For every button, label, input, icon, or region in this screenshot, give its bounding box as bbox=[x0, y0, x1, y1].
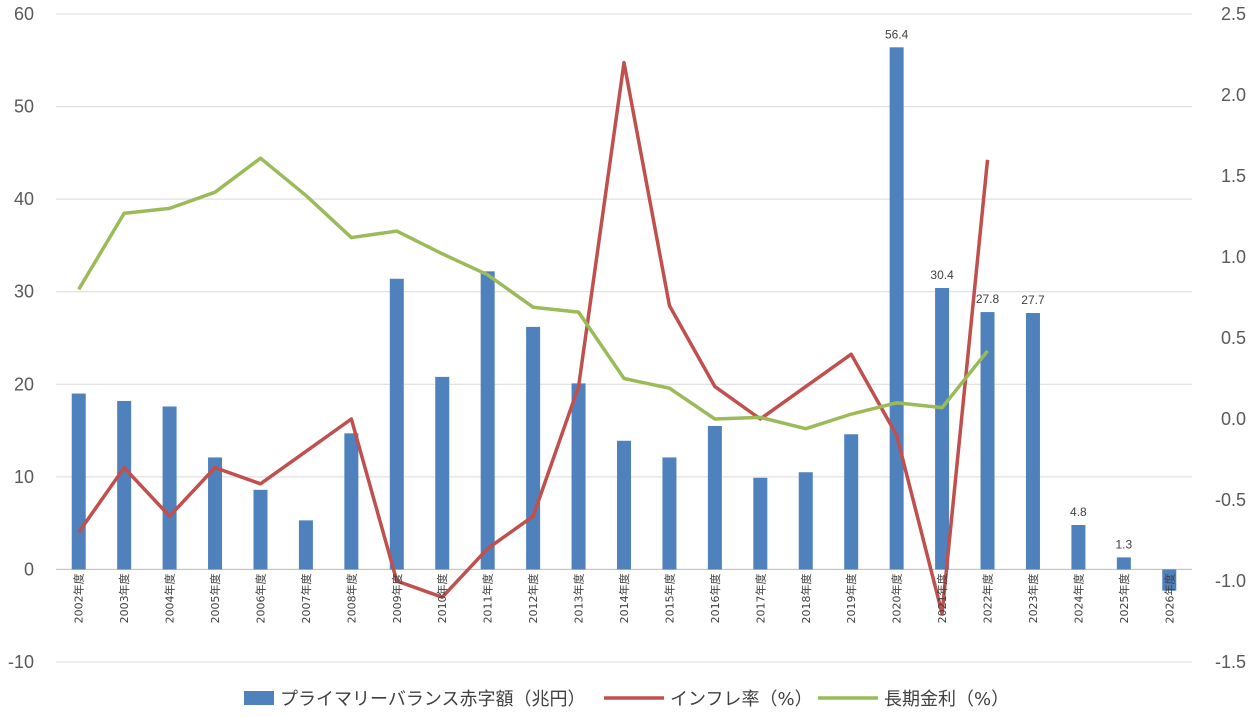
bar-2012年度 bbox=[526, 326, 541, 570]
left-axis: 60 50 40 30 20 10 0 -10 bbox=[8, 4, 34, 672]
x-tick-label: 2013年度 bbox=[572, 573, 586, 623]
x-tick-label: 2008年度 bbox=[344, 573, 358, 623]
right-tick-label: -0.5 bbox=[1215, 490, 1246, 510]
x-tick-label: 2014年度 bbox=[617, 573, 631, 623]
data-label: 27.8 bbox=[976, 292, 1000, 306]
bar-2006年度 bbox=[253, 489, 268, 570]
x-tick-label: 2002年度 bbox=[72, 573, 86, 623]
data-label: 1.3 bbox=[1115, 537, 1132, 551]
bar-2026年度 bbox=[1162, 569, 1177, 591]
right-tick-label: 1.5 bbox=[1221, 166, 1246, 186]
line-series-1 bbox=[77, 60, 990, 616]
x-tick-label: 2007年度 bbox=[299, 573, 313, 623]
x-axis: 2002年度 2003年度 2004年度 2005年度 2006年度 2007年度 2008… bbox=[72, 573, 1177, 623]
left-tick-label: -10 bbox=[8, 652, 34, 672]
legend-label: インフレ率（%） bbox=[670, 689, 813, 710]
bar-2019年度 bbox=[844, 434, 859, 570]
x-tick-label: 2019年度 bbox=[844, 573, 858, 623]
right-tick-label: -1.5 bbox=[1215, 652, 1246, 672]
x-tick-label: 2024年度 bbox=[1071, 573, 1085, 623]
data-label: 4.8 bbox=[1070, 505, 1087, 519]
bar-2004年度 bbox=[162, 406, 177, 570]
right-tick-label: 0.0 bbox=[1221, 409, 1246, 429]
right-tick-label: 0.5 bbox=[1221, 328, 1246, 348]
x-tick-label: 2012年度 bbox=[526, 573, 540, 623]
legend-label: 長期金利（%） bbox=[884, 689, 1009, 710]
bar-2017年度 bbox=[753, 477, 768, 570]
bar-2025年度 bbox=[1116, 557, 1131, 570]
right-tick-label: -1.0 bbox=[1215, 571, 1246, 591]
bar-2010年度 bbox=[435, 376, 450, 570]
left-tick-label: 40 bbox=[14, 189, 34, 209]
bar-2020年度 bbox=[889, 47, 904, 570]
bar-2002年度 bbox=[71, 393, 86, 570]
left-tick-label: 30 bbox=[14, 282, 34, 302]
right-axis: 2.5 2.0 1.5 1.0 0.5 0.0 -0.5 -1.0 -1.5 bbox=[1215, 4, 1246, 672]
bar-2013年度 bbox=[571, 383, 586, 570]
legend: プライマリーバランス赤字額（兆円） インフレ率（%） 長期金利（%） bbox=[244, 689, 1009, 710]
right-tick-label: 2.5 bbox=[1221, 4, 1246, 24]
x-tick-label: 2026年度 bbox=[1162, 573, 1176, 623]
left-tick-label: 20 bbox=[14, 374, 34, 394]
bar-2008年度 bbox=[344, 433, 359, 570]
x-tick-label: 2005年度 bbox=[208, 573, 222, 623]
bar-2003年度 bbox=[117, 400, 132, 570]
left-tick-label: 50 bbox=[14, 97, 34, 117]
bar-2005年度 bbox=[208, 457, 223, 570]
left-tick-label: 10 bbox=[14, 467, 34, 487]
x-tick-label: 2021年度 bbox=[935, 573, 949, 623]
x-tick-label: 2004年度 bbox=[163, 573, 177, 623]
x-tick-label: 2009年度 bbox=[390, 573, 404, 623]
left-tick-label: 60 bbox=[14, 4, 34, 24]
bar-2014年度 bbox=[617, 440, 631, 570]
bar-2024年度 bbox=[1071, 524, 1086, 570]
bar-2016年度 bbox=[707, 425, 722, 570]
x-tick-label: 2016年度 bbox=[708, 573, 722, 623]
left-tick-label: 0 bbox=[24, 559, 34, 579]
bar-2022年度 bbox=[980, 312, 995, 570]
x-tick-label: 2023年度 bbox=[1026, 573, 1040, 623]
bar-2023年度 bbox=[1025, 313, 1040, 570]
legend-label: プライマリーバランス赤字額（兆円） bbox=[280, 689, 585, 710]
x-tick-label: 2015年度 bbox=[662, 573, 676, 623]
bar-2021年度 bbox=[935, 288, 950, 570]
bar-2007年度 bbox=[298, 520, 313, 570]
bar-2011年度 bbox=[480, 271, 495, 570]
legend-swatch bbox=[244, 691, 274, 705]
data-labels: 56.4 30.4 27.8 27.7 4.8 1.3 bbox=[885, 27, 1133, 551]
data-label: 27.7 bbox=[1021, 293, 1045, 307]
bar-2009年度 bbox=[389, 278, 404, 570]
x-tick-label: 2022年度 bbox=[981, 573, 995, 623]
line-series-2 bbox=[77, 156, 989, 431]
bar-2018年度 bbox=[798, 472, 813, 570]
data-label: 56.4 bbox=[885, 27, 909, 41]
x-tick-label: 2018年度 bbox=[799, 573, 813, 623]
right-tick-label: 1.0 bbox=[1221, 247, 1246, 267]
x-tick-label: 2006年度 bbox=[253, 573, 267, 623]
line-series bbox=[77, 60, 990, 616]
bar-2015年度 bbox=[662, 457, 677, 570]
x-tick-label: 2025年度 bbox=[1117, 573, 1131, 623]
x-tick-label: 2010年度 bbox=[435, 573, 449, 623]
bar-series bbox=[71, 47, 1177, 591]
right-tick-label: 2.0 bbox=[1221, 85, 1246, 105]
x-tick-label: 2011年度 bbox=[481, 573, 495, 623]
x-tick-label: 2003年度 bbox=[117, 573, 131, 623]
x-tick-label: 2017年度 bbox=[753, 573, 767, 623]
data-label: 30.4 bbox=[930, 268, 954, 282]
x-tick-label: 2020年度 bbox=[890, 573, 904, 623]
